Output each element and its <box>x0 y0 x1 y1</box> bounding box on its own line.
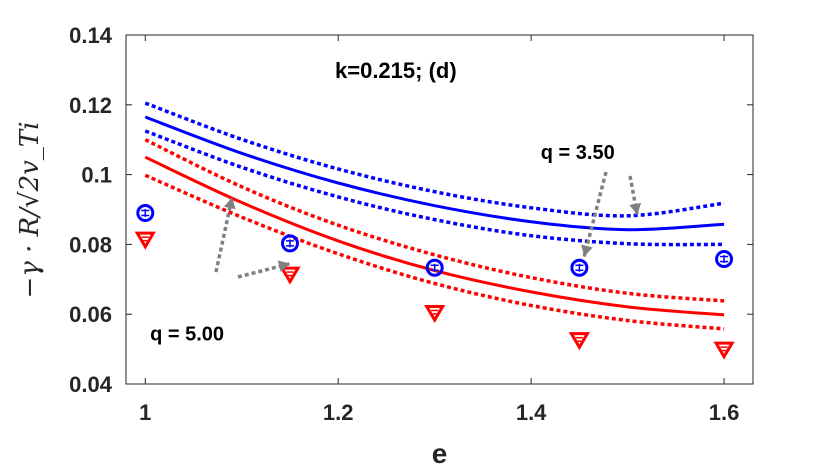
annotation-label: q = 5.00 <box>150 323 224 345</box>
line-q-3-50-upper-bound <box>144 101 725 218</box>
y-tick-label: 0.06 <box>69 302 112 327</box>
x-tick-label: 1.4 <box>516 400 547 425</box>
line-q-3-50-fit <box>144 115 725 232</box>
y-tick-label: 0.14 <box>69 23 113 48</box>
data-markers <box>134 203 735 360</box>
y-tick-label: 0.04 <box>69 372 113 397</box>
chart-title: k=0.215; (d) <box>335 58 457 83</box>
annotation-arrows <box>214 171 642 279</box>
x-tick-label: 1.6 <box>709 400 740 425</box>
triangle-marker <box>134 231 156 250</box>
y-tick-label: 0.08 <box>69 232 112 257</box>
ticks: 1 1.2 1.4 1.6 0.04 0.06 0.08 0.1 0.12 0.14 <box>69 23 753 425</box>
x-tick-label: 1.2 <box>323 400 354 425</box>
annotation-label: q = 3.50 <box>541 142 615 164</box>
circle-marker <box>136 203 155 222</box>
triangle-marker <box>279 266 301 285</box>
triangle-marker <box>568 332 590 351</box>
y-tick-label: 0.12 <box>69 93 112 118</box>
line-q-5-00-fit <box>144 155 725 317</box>
circle-marker <box>425 258 444 277</box>
y-axis-label: −γ · R/√2v_Ti <box>15 122 45 299</box>
annotation-arrow <box>214 196 234 273</box>
series-lines <box>144 101 725 331</box>
x-axis-label: e <box>432 438 448 469</box>
annotation-arrow <box>582 171 608 258</box>
line-q-3-50-lower-bound <box>144 129 725 247</box>
arrowhead <box>629 202 642 215</box>
circle-marker <box>570 258 589 277</box>
line-q-5-00-lower-bound <box>144 173 725 331</box>
y-tick-label: 0.1 <box>81 163 112 188</box>
x-tick-label: 1 <box>139 400 151 425</box>
circle-marker <box>715 250 734 269</box>
circle-marker <box>280 234 299 253</box>
arrowhead <box>581 244 593 257</box>
triangle-marker <box>713 341 735 360</box>
arrowhead <box>277 260 290 273</box>
arrowhead <box>223 197 236 210</box>
labels: q = 3.50 q = 5.00 k=0.215; (d) e −γ · R/√2v_… <box>15 58 615 469</box>
line-q-5-00-upper-bound <box>144 138 725 303</box>
triangle-marker <box>424 304 446 324</box>
